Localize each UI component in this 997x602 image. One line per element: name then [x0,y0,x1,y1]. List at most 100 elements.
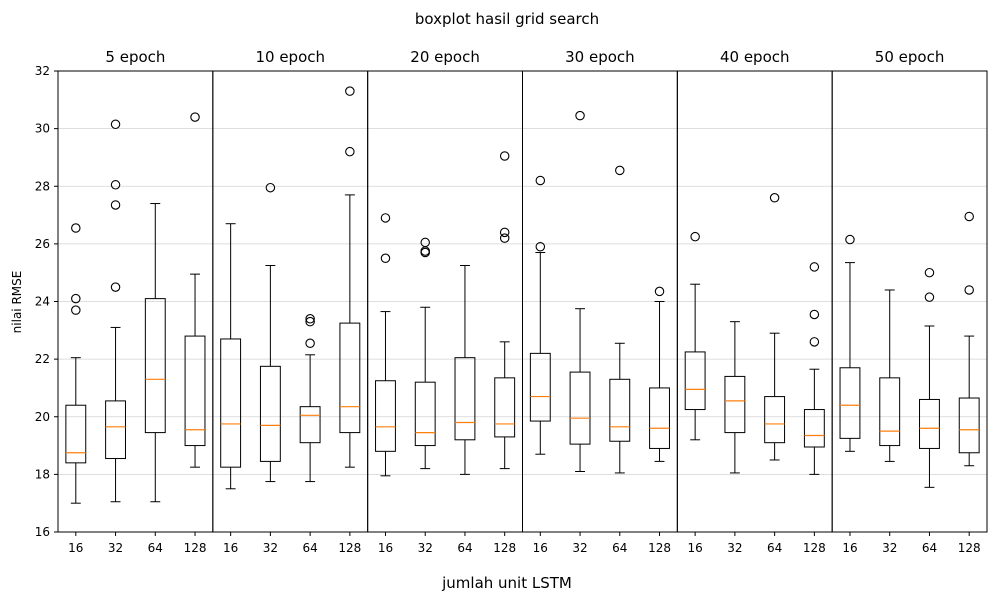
x-tick-label: 128 [184,541,207,555]
box-16: 16 [220,223,242,555]
y-axis: 16 18 20 22 24 26 28 30 32 [35,64,58,539]
box-32: 32 [414,237,436,555]
outlier-point [305,314,315,324]
iqr-box [339,322,361,434]
outlier-point [809,262,820,272]
box-16: 16 [65,223,87,555]
x-tick-label: 32 [727,541,742,555]
iqr-box [879,377,901,447]
outlier-point [380,213,391,223]
outlier-point [420,237,430,248]
iqr-box [958,397,980,454]
outlier-point [71,223,81,233]
panel: 20 epoch 16 32 64 128 [367,48,523,555]
x-tick-label: 64 [767,541,782,555]
outlier-point [535,242,546,252]
x-axis-label: jumlah unit LSTM [441,574,572,592]
iqr-box [454,357,476,441]
outlier-point [964,211,974,222]
panel: 50 epoch 16 32 64 128 [831,48,988,555]
y-tick-label: 32 [35,64,50,78]
iqr-box [569,371,591,445]
x-tick-label: 16 [223,541,238,555]
iqr-box [839,367,861,439]
box-64: 64 [454,264,476,555]
iqr-box [299,406,321,444]
panel: 30 epoch 16 32 64 128 [522,48,678,555]
figure-title: boxplot hasil grid search [415,10,599,28]
outlier-point [305,338,315,349]
outlier-point [420,247,430,258]
iqr-box [724,375,746,434]
iqr-box [529,352,551,422]
x-tick-label: 32 [263,541,278,555]
iqr-box [184,335,206,447]
iqr-box [803,409,825,448]
iqr-box [764,396,786,444]
y-tick-label: 22 [35,352,50,366]
iqr-box [494,377,516,438]
iqr-box [220,338,242,468]
y-tick-label: 20 [35,410,50,424]
x-tick-label: 16 [378,541,393,555]
y-tick-label: 28 [35,179,50,193]
box-128: 128 [338,86,361,555]
iqr-box [684,351,706,411]
outlier-point [535,175,546,186]
panel-title: 50 epoch [875,48,945,66]
x-tick-label: 64 [457,541,472,555]
y-tick-label: 24 [35,295,50,309]
panel-title: 20 epoch [410,48,480,66]
outlier-point [110,119,121,130]
iqr-box [919,398,940,449]
outlier-point [690,231,700,242]
x-tick-label: 32 [882,541,897,555]
panel-frame [831,70,988,533]
outlier-point [575,110,585,121]
iqr-box [65,404,87,464]
box-16: 16 [839,234,861,555]
box-64: 64 [919,267,940,555]
outlier-point [71,293,81,304]
outlier-point [110,282,121,292]
panel: 40 epoch 16 32 64 128 [676,48,833,555]
box-64: 64 [144,203,166,555]
box-128: 128 [648,286,671,555]
iqr-box [609,378,631,442]
x-tick-label: 16 [842,541,857,555]
x-tick-label: 128 [493,541,516,555]
box-64: 64 [299,314,321,555]
x-tick-label: 32 [572,541,587,555]
x-tick-label: 16 [533,541,548,555]
x-tick-label: 16 [687,541,702,555]
outlier-point [190,112,200,122]
x-tick-label: 32 [418,541,433,555]
outlier-point [845,234,855,245]
outlier-point [964,285,974,295]
outlier-point [499,233,510,243]
panel-title: 40 epoch [720,48,790,66]
outlier-point [380,253,391,264]
x-tick-label: 128 [958,541,981,555]
outlier-point [345,86,355,96]
x-tick-label: 128 [648,541,671,555]
iqr-box [375,380,396,452]
y-tick-label: 16 [35,525,50,539]
outlier-point [924,267,935,278]
iqr-box [649,387,670,449]
x-tick-label: 64 [922,541,937,555]
x-tick-label: 32 [108,541,123,555]
outlier-point [769,193,780,203]
x-tick-label: 128 [338,541,361,555]
x-tick-label: 128 [803,541,826,555]
y-tick-label: 30 [35,122,50,136]
outlier-point [499,151,510,161]
outlier-point [71,305,81,315]
x-tick-label: 64 [302,541,317,555]
outlier-point [809,309,820,320]
panel-title: 5 epoch [105,48,165,66]
outlier-point [809,337,820,347]
box-16: 16 [684,231,706,555]
